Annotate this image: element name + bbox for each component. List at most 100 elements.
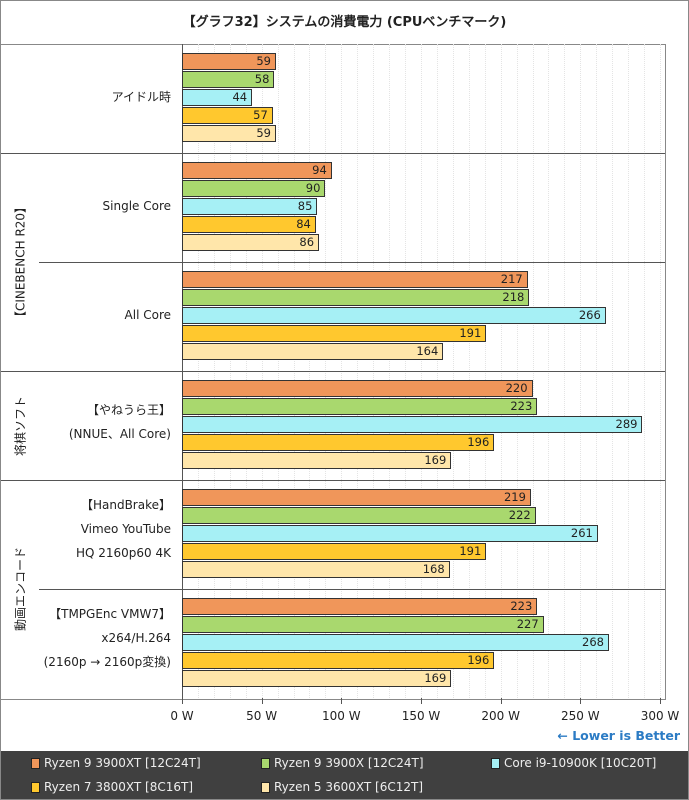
bar	[182, 416, 643, 433]
plot-area	[1, 44, 666, 700]
x-tick	[182, 698, 183, 704]
bar	[182, 525, 598, 542]
bar	[182, 89, 253, 106]
legend-swatch	[261, 757, 270, 769]
group-label: 【CINEBENCH R20】	[1, 153, 39, 371]
category-label: 【やねうら王】 (NNUE、All Core)	[41, 398, 171, 446]
data-label: 196	[467, 435, 490, 449]
data-label: 86	[299, 235, 315, 249]
legend-swatch	[261, 781, 270, 793]
bar	[182, 307, 606, 324]
data-label: 222	[508, 508, 531, 522]
bar	[182, 489, 531, 506]
data-label: 220	[505, 381, 528, 395]
data-label: 266	[578, 308, 601, 322]
data-label: 223	[510, 399, 533, 413]
bar	[182, 180, 326, 197]
bar	[182, 162, 332, 179]
group-divider	[1, 153, 665, 154]
data-label: 164	[416, 344, 439, 358]
category-label-line: Single Core	[102, 198, 171, 213]
x-tick-label: 150 W	[401, 709, 441, 723]
bar	[182, 325, 487, 342]
category-divider	[39, 589, 665, 590]
category-label-line: HQ 2160p60 4K	[75, 545, 171, 560]
bar	[182, 216, 316, 233]
legend: Ryzen 9 3900XT [12C24T] Ryzen 9 3900X [12…	[1, 751, 688, 799]
category-label-line: 【HandBrake】	[80, 497, 171, 512]
bar	[182, 616, 544, 633]
data-label: 90	[305, 181, 321, 195]
x-tick-label: 200 W	[481, 709, 520, 723]
x-tick-label: 100 W	[322, 709, 361, 723]
category-label-line: (2160p → 2160p変換)	[43, 654, 171, 669]
legend-swatch	[31, 757, 40, 769]
data-label: 168	[422, 562, 445, 576]
data-label: 191	[459, 544, 482, 558]
group-label: 動画エンコード	[1, 480, 39, 698]
x-tick-label: 0 W	[170, 709, 194, 723]
data-label: 289	[615, 417, 638, 431]
category-label: All Core	[41, 303, 171, 327]
bar	[182, 598, 538, 615]
data-label: 85	[297, 199, 313, 213]
data-label: 191	[459, 326, 482, 340]
data-label: 84	[296, 217, 311, 231]
x-tick-label: 50 W	[246, 709, 278, 723]
category-label-line: 【やねうら王】	[86, 402, 171, 417]
bar	[182, 198, 318, 215]
data-label: 59	[256, 54, 271, 68]
x-tick	[341, 698, 343, 704]
category-divider	[39, 262, 665, 263]
bar	[182, 107, 273, 124]
x-tick	[580, 698, 582, 704]
legend-swatch	[491, 757, 500, 769]
bar	[182, 53, 276, 70]
x-tick	[261, 698, 263, 704]
bar	[182, 434, 495, 451]
x-tick	[421, 698, 422, 704]
bar	[182, 380, 533, 397]
bar	[182, 234, 320, 251]
legend-item: Ryzen 5 3600XT [6C12T]	[261, 780, 423, 794]
bar	[182, 125, 276, 142]
legend-swatch	[31, 781, 40, 793]
data-label: 58	[254, 72, 270, 86]
bar	[182, 452, 452, 469]
data-label: 217	[500, 272, 523, 286]
data-label: 59	[256, 126, 271, 140]
category-label-line: x264/H.264	[101, 630, 171, 645]
x-tick	[660, 698, 661, 704]
legend-item: Ryzen 9 3900X [12C24T]	[261, 756, 424, 770]
x-tick-label: 250 W	[561, 709, 600, 723]
bar	[182, 561, 450, 578]
x-tick	[500, 698, 502, 704]
legend-label: Ryzen 9 3900X [12C24T]	[274, 756, 424, 770]
data-label: 44	[232, 90, 248, 104]
chart-title: 【グラフ32】システムの消費電力 (CPUベンチマーク)	[182, 15, 507, 30]
category-label-line: Vimeo YouTube	[80, 521, 171, 536]
bar	[182, 289, 530, 306]
category-label-line: アイドル時	[111, 89, 171, 104]
bar	[182, 634, 609, 651]
category-label: 【HandBrake】 Vimeo YouTube HQ 2160p60 4K	[41, 493, 171, 565]
category-label-line: (NNUE、All Core)	[68, 426, 171, 441]
group-label-text: 【CINEBENCH R20】	[13, 200, 28, 324]
legend-label: Ryzen 7 3800XT [8C16T]	[44, 780, 194, 794]
category-label: Single Core	[41, 194, 171, 218]
category-label-line: All Core	[124, 307, 171, 322]
bar	[182, 652, 495, 669]
legend-label: Ryzen 9 3900XT [12C24T]	[44, 756, 201, 770]
legend-item: Ryzen 7 3800XT [8C16T]	[31, 780, 193, 794]
data-label: 169	[424, 453, 447, 467]
bar	[182, 398, 538, 415]
data-label: 94	[312, 163, 327, 177]
x-tick-label: 300 W	[640, 709, 680, 723]
bar	[182, 507, 536, 524]
data-label: 57	[253, 108, 268, 122]
bar	[182, 71, 275, 88]
group-label-text: 動画エンコード	[13, 546, 28, 632]
category-label: アイドル時	[41, 85, 171, 109]
group-label: 将棋ソフト	[1, 371, 39, 480]
